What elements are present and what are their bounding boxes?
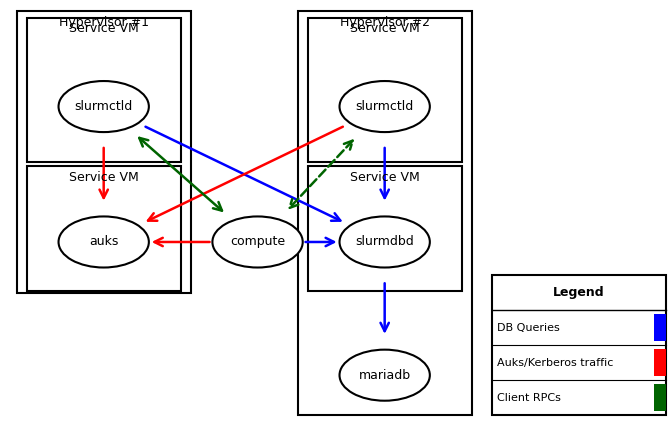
FancyBboxPatch shape	[654, 314, 666, 341]
Ellipse shape	[213, 217, 303, 267]
Ellipse shape	[58, 217, 149, 267]
FancyBboxPatch shape	[308, 166, 462, 291]
Text: compute: compute	[230, 235, 285, 249]
FancyBboxPatch shape	[492, 275, 666, 415]
Text: slurmdbd: slurmdbd	[355, 235, 414, 249]
FancyBboxPatch shape	[27, 18, 181, 162]
FancyBboxPatch shape	[298, 11, 472, 415]
Text: auks: auks	[89, 235, 118, 249]
Text: Hypervisor #2: Hypervisor #2	[340, 16, 429, 28]
Text: Service VM: Service VM	[350, 171, 419, 184]
Ellipse shape	[339, 81, 429, 132]
Text: Auks/Kerberos traffic: Auks/Kerberos traffic	[497, 358, 613, 368]
FancyBboxPatch shape	[654, 385, 666, 411]
Text: Hypervisor #1: Hypervisor #1	[59, 16, 149, 28]
Text: slurmctld: slurmctld	[74, 100, 133, 113]
FancyBboxPatch shape	[27, 166, 181, 291]
Text: DB Queries: DB Queries	[497, 323, 560, 333]
Ellipse shape	[339, 350, 429, 400]
FancyBboxPatch shape	[654, 349, 666, 376]
Text: slurmctld: slurmctld	[355, 100, 414, 113]
Text: Service VM: Service VM	[69, 171, 138, 184]
Ellipse shape	[58, 81, 149, 132]
FancyBboxPatch shape	[17, 11, 191, 293]
Ellipse shape	[339, 217, 429, 267]
Text: mariadb: mariadb	[359, 369, 411, 382]
Text: Client RPCs: Client RPCs	[497, 392, 561, 403]
Text: Service VM: Service VM	[350, 22, 419, 35]
FancyBboxPatch shape	[308, 18, 462, 162]
Text: Service VM: Service VM	[69, 22, 138, 35]
Text: Legend: Legend	[553, 286, 605, 299]
